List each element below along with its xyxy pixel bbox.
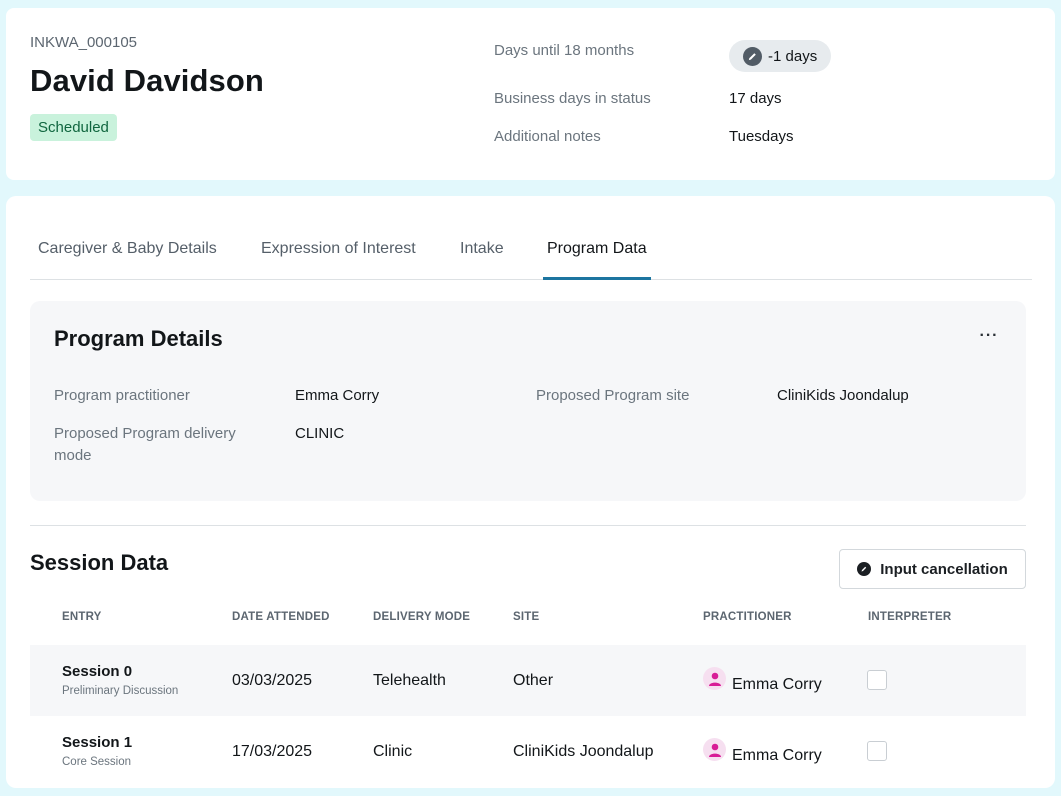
section-divider (30, 525, 1026, 526)
session-data-title: Session Data (30, 550, 169, 575)
status-badge: Scheduled (30, 114, 117, 141)
proposed-site-label: Proposed Program site (536, 387, 690, 404)
days-until-pill[interactable]: -1 days (729, 40, 832, 72)
date-attended: 17/03/2025 (232, 743, 313, 760)
days-until-value: -1 days (768, 47, 818, 65)
table-row[interactable]: Session 1 Core Session 17/03/2025 Clinic… (30, 716, 1026, 787)
tab-program-data[interactable]: Program Data (543, 240, 651, 280)
proposed-site-value: CliniKids Joondalup (777, 387, 909, 404)
site: Other (513, 672, 554, 689)
entry-title: Session 0 (62, 663, 133, 680)
proposed-delivery-mode-value: CLINIC (295, 425, 345, 442)
person-name: David Davidson (30, 63, 264, 98)
table-row[interactable]: Session 0 Preliminary Discussion 03/03/2… (30, 645, 1026, 716)
column-header-interpreter: INTERPRETER (868, 611, 952, 623)
record-id: INKWA_000105 (30, 34, 138, 51)
entry-title: Session 1 (62, 734, 133, 751)
program-practitioner-label: Program practitioner (54, 387, 190, 404)
tab-intake[interactable]: Intake (460, 240, 504, 257)
tab-caregiver-baby-details[interactable]: Caregiver & Baby Details (38, 240, 217, 257)
column-header-site: SITE (513, 611, 540, 623)
proposed-delivery-mode-label: Proposed Program delivery mode (54, 425, 236, 464)
delivery-mode: Telehealth (373, 672, 446, 689)
date-attended: 03/03/2025 (232, 672, 313, 689)
interpreter-checkbox[interactable] (867, 741, 887, 761)
column-header-delivery-mode: DELIVERY MODE (373, 611, 471, 623)
person-icon (703, 667, 726, 690)
column-header-date-attended: DATE ATTENDED (232, 611, 330, 623)
column-header-practitioner: PRACTITIONER (703, 611, 792, 623)
additional-notes-label: Additional notes (494, 128, 601, 145)
program-practitioner-value: Emma Corry (295, 387, 380, 404)
business-days-label: Business days in status (494, 90, 651, 107)
status-badge-label: Scheduled (38, 119, 109, 136)
additional-notes-value: Tuesdays (729, 128, 794, 145)
program-details-panel: Program Details ··· Program practitioner… (30, 301, 1026, 501)
days-until-label: Days until 18 months (494, 42, 635, 59)
entry-type: Core Session (62, 756, 132, 768)
practitioner-name: Emma Corry (732, 747, 822, 764)
delivery-mode: Clinic (373, 743, 413, 760)
input-cancellation-button[interactable]: Input cancellation (839, 549, 1026, 589)
tab-expression-of-interest[interactable]: Expression of Interest (261, 240, 416, 257)
entry-type: Preliminary Discussion (62, 685, 179, 697)
main-card: Caregiver & Baby Details Expression of I… (6, 196, 1055, 788)
column-header-entry: ENTRY (62, 611, 102, 623)
more-options-button[interactable]: ··· (979, 327, 999, 344)
person-icon (703, 738, 726, 761)
record-summary-card: INKWA_000105 David Davidson Scheduled Da… (6, 8, 1055, 180)
input-cancellation-label: Input cancellation (880, 560, 1008, 578)
cancel-circle-icon (857, 562, 872, 576)
interpreter-checkbox[interactable] (867, 670, 887, 690)
pencil-icon (743, 46, 762, 66)
tab-bar: Caregiver & Baby Details Expression of I… (30, 196, 1032, 280)
site: CliniKids Joondalup (513, 743, 654, 760)
business-days-value: 17 days (729, 90, 782, 107)
practitioner-name: Emma Corry (732, 676, 822, 693)
program-details-title: Program Details (54, 326, 223, 351)
